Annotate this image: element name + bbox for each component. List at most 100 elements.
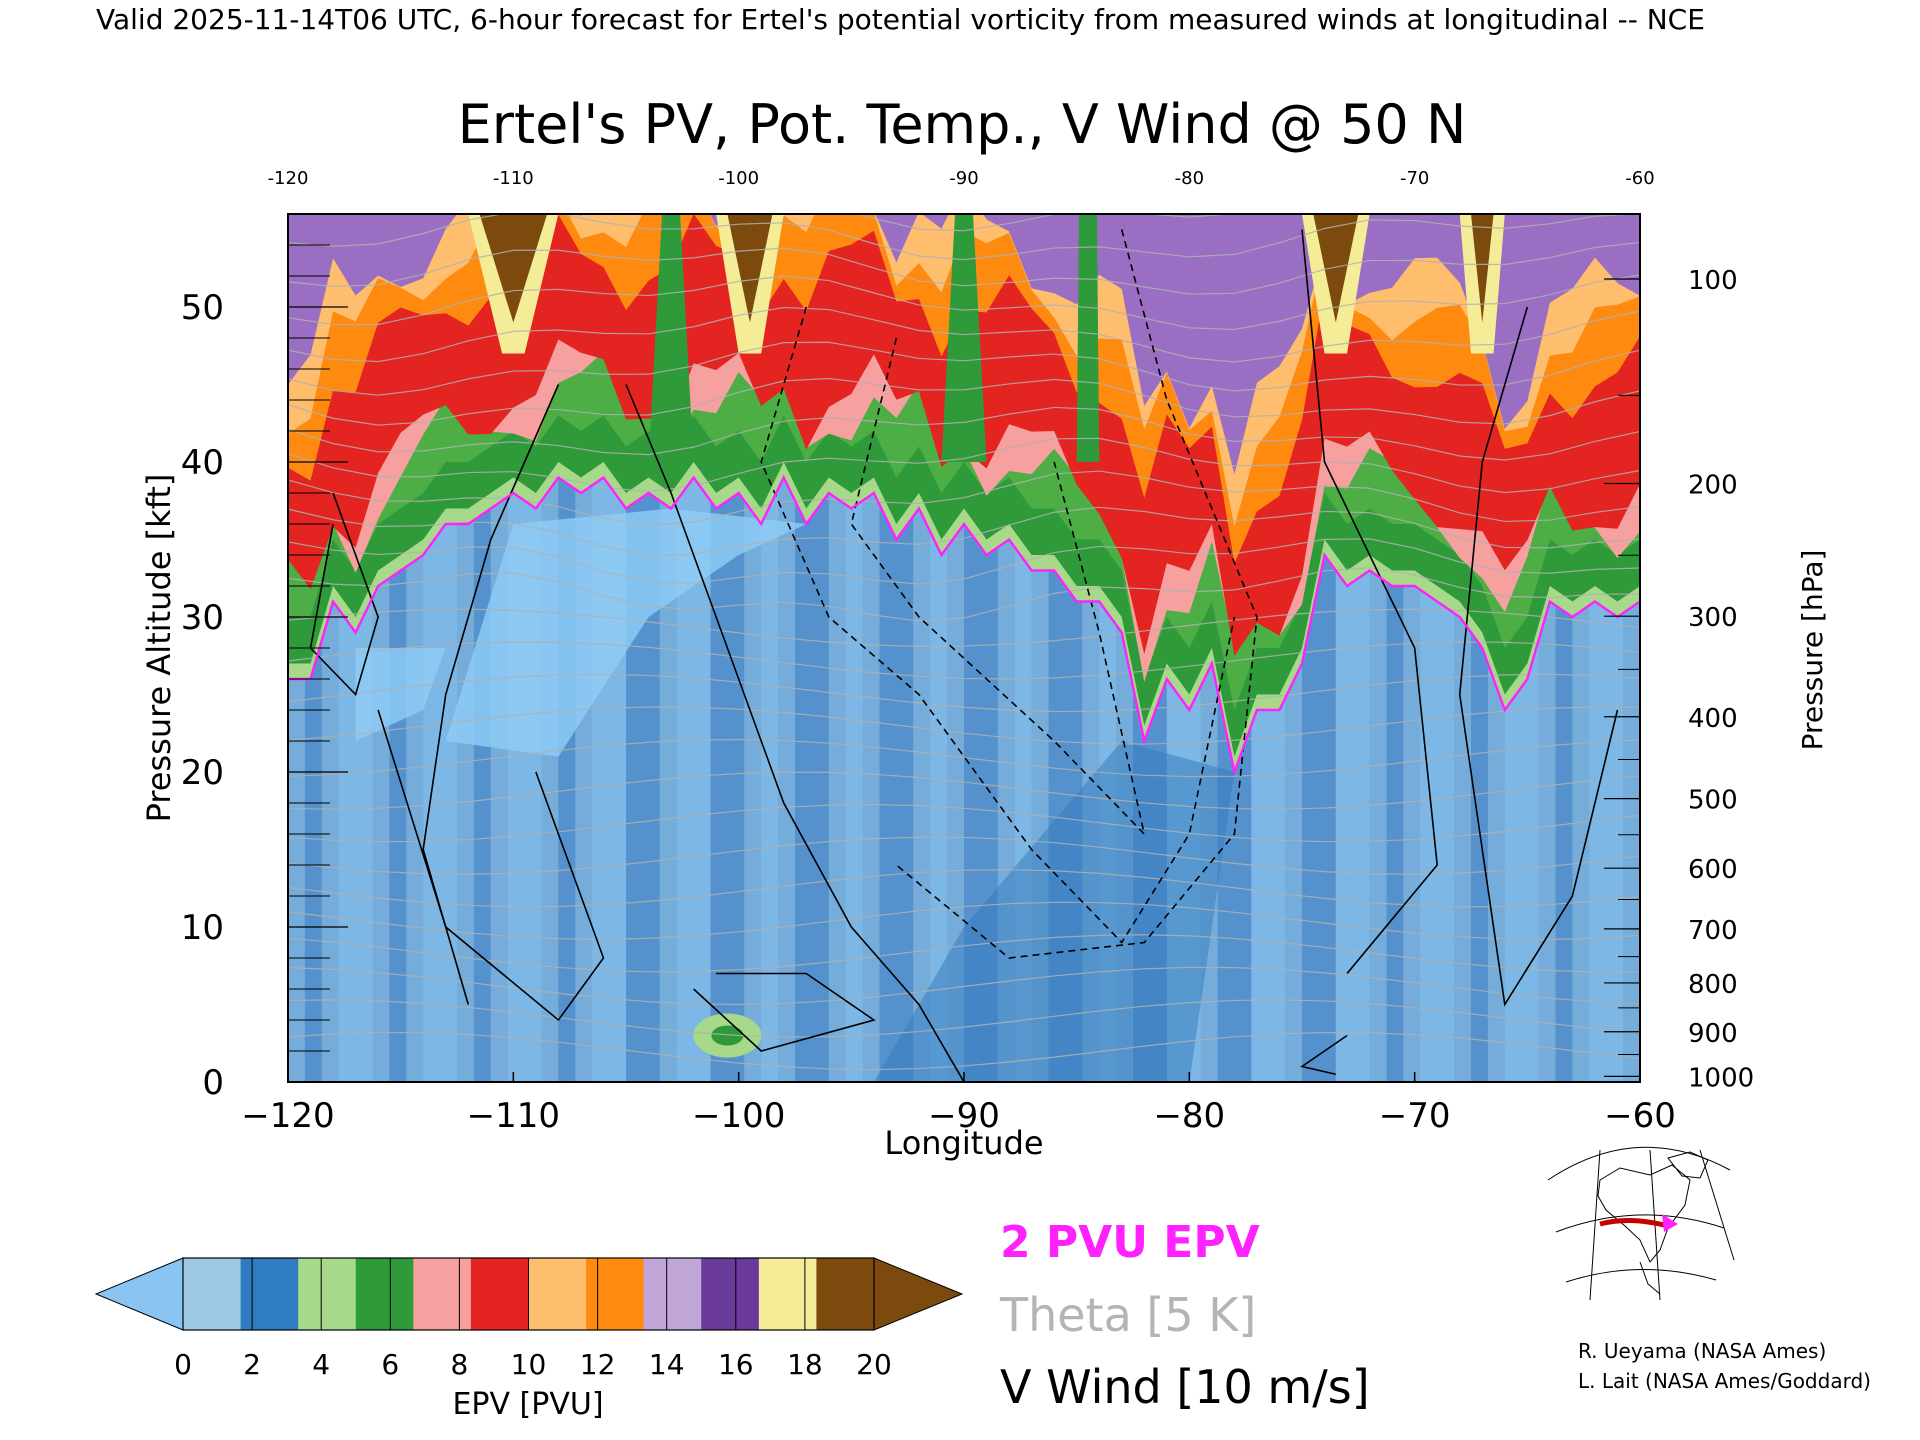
top-tick-label: -100 <box>718 168 759 189</box>
colorbar-tick-label: 20 <box>856 1348 892 1381</box>
x-tick-label: −60 <box>1604 1096 1676 1136</box>
x-tick-label: −110 <box>467 1096 560 1136</box>
credit-line-1: R. Ueyama (NASA Ames) <box>1578 1339 1826 1363</box>
v-wind-contour <box>1300 1034 1348 1076</box>
theta-contour <box>288 406 1640 461</box>
pv-tongue <box>648 214 694 462</box>
pv-high-patch <box>479 214 548 323</box>
y-tick-label: 50 <box>181 288 224 328</box>
v-wind-contour <box>625 384 965 1082</box>
theta-contour <box>288 803 1640 843</box>
pressure-tick-label: 900 <box>1688 1019 1738 1049</box>
colorbar-segment <box>758 1258 817 1330</box>
colorbar-segment <box>528 1258 587 1330</box>
pressure-tick-label: 400 <box>1688 704 1738 734</box>
pv-high-patch <box>727 214 773 323</box>
pv-tongue <box>1076 214 1100 462</box>
low-pv-patch <box>355 648 446 741</box>
colorbar-tick-label: 14 <box>649 1348 685 1381</box>
colorbar-segment <box>586 1258 645 1330</box>
v-wind-contour <box>895 229 1258 959</box>
theta-contour <box>288 771 1640 810</box>
colorbar-tick-label: 6 <box>381 1348 399 1381</box>
top-tick-label: -60 <box>1625 168 1654 189</box>
pressure-tick-label: 200 <box>1688 470 1738 500</box>
y-tick-label: 30 <box>181 598 224 638</box>
theta-contour <box>288 274 1640 331</box>
pv-band <box>288 214 1640 475</box>
colorbar-tick-label: 10 <box>511 1348 547 1381</box>
theta-contour <box>288 999 1640 1038</box>
colorbar-tick-label: 0 <box>174 1348 192 1381</box>
y-axis-label-right: Pressure [hPa] <box>1796 550 1829 751</box>
colorbar-segment <box>413 1258 472 1330</box>
x-tick-label: −80 <box>1153 1096 1225 1136</box>
pv-blob <box>711 1025 744 1046</box>
colorbar-label: EPV [PVU] <box>452 1387 603 1422</box>
pressure-tick-label: 1000 <box>1688 1063 1754 1093</box>
tropopause-2pvu-line <box>288 474 1640 777</box>
pressure-tick-label: 600 <box>1688 855 1738 885</box>
colorbar-tick-label: 2 <box>243 1348 261 1381</box>
colorbar-tick-label: 16 <box>718 1348 754 1381</box>
y-tick-label: 10 <box>181 908 224 948</box>
theta-contour <box>288 306 1640 363</box>
theta-contour <box>288 506 1640 556</box>
theta-contour <box>288 641 1640 680</box>
v-wind-contour <box>760 306 1236 944</box>
theta-contour <box>288 608 1640 647</box>
theta-contour <box>288 437 1640 494</box>
theta-contour <box>288 241 1640 295</box>
top-tick-label: -90 <box>949 168 978 189</box>
colorbar-under-arrow <box>94 1257 184 1331</box>
theta-contour <box>288 673 1640 713</box>
theta-contour <box>288 836 1640 875</box>
colorbar-segment <box>240 1258 299 1330</box>
v-wind-contour <box>1458 306 1619 1007</box>
v-wind-contour <box>377 709 605 1022</box>
v-wind-contour <box>693 972 876 1052</box>
pressure-tick-label: 500 <box>1688 786 1738 816</box>
theta-contour <box>288 567 1640 622</box>
top-tick-label: -70 <box>1400 168 1429 189</box>
y-tick-label: 40 <box>181 443 224 483</box>
legend-theta: Theta [5 K] <box>999 1288 1256 1342</box>
y-axis-label-left: Pressure Altitude [kft] <box>140 474 178 823</box>
pressure-tick-label: 700 <box>1688 916 1738 946</box>
colorbar-segment <box>183 1258 242 1330</box>
theta-contour <box>288 214 1640 261</box>
theta-contour <box>288 706 1640 745</box>
theta-contour <box>288 377 1640 426</box>
legend-wind: V Wind [10 m/s] <box>1000 1360 1370 1414</box>
pressure-tick-label: 800 <box>1688 970 1738 1000</box>
legend-pv-line: 2 PVU EPV <box>1000 1217 1260 1268</box>
colorbar-tick-label: 4 <box>312 1348 330 1381</box>
theta-contour <box>288 341 1640 396</box>
y-tick-label: 0 <box>202 1063 224 1103</box>
pv-tongue <box>941 214 987 462</box>
x-tick-label: −120 <box>241 1096 334 1136</box>
top-tick-label: -80 <box>1175 168 1204 189</box>
v-wind-contour <box>309 492 379 697</box>
colorbar-segment <box>643 1258 702 1330</box>
colorbar-tick-label: 8 <box>450 1348 468 1381</box>
pressure-tick-label: 100 <box>1688 266 1738 296</box>
v-wind-contour <box>1301 229 1439 975</box>
valid-line: Valid 2025-11-14T06 UTC, 6-hour forecast… <box>96 3 1705 36</box>
colorbar-segment <box>355 1258 414 1330</box>
chart-title: Ertel's PV, Pot. Temp., V Wind @ 50 N <box>458 93 1467 156</box>
theta-contour <box>288 934 1640 973</box>
x-tick-label: −100 <box>692 1096 785 1136</box>
colorbar-segment <box>298 1258 357 1330</box>
low-pv-patch <box>445 508 807 757</box>
high-pv-patch <box>873 741 1235 1082</box>
theta-contour <box>288 901 1640 940</box>
x-axis-label: Longitude <box>884 1124 1043 1162</box>
theta-contour <box>288 470 1640 526</box>
locator-map <box>1540 1146 1736 1301</box>
colorbar-segment <box>816 1258 875 1330</box>
pv-high-patch <box>1471 214 1494 323</box>
colorbar-over-arrow <box>873 1257 964 1331</box>
colorbar: 0 2 4 6 8 10 12 14 16 18 20 <box>94 1257 964 1381</box>
